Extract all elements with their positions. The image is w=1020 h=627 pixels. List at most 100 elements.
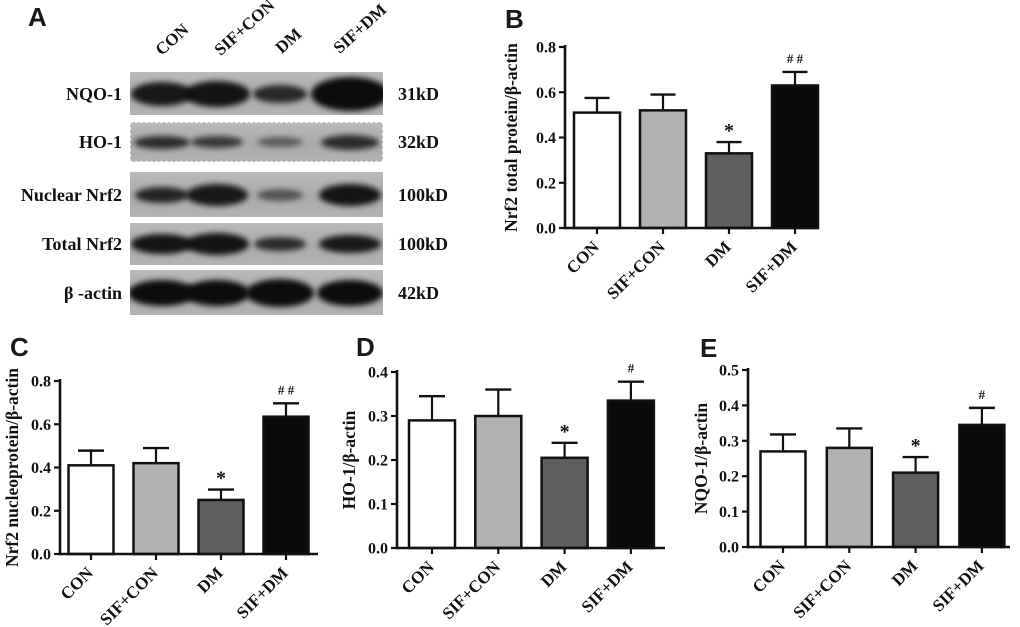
panel-label-a: A (28, 2, 47, 32)
blot-strip (130, 270, 383, 315)
significance-annotation: * (560, 421, 570, 443)
significance-annotation: # (628, 361, 635, 376)
western-blot-panel: A CON SIF+CON DM SIF+DM NQO-1 31kD HO-1 32kD Nuc… (0, 0, 460, 320)
y-tick-label: 0.0 (719, 540, 739, 557)
x-category-label: SIF+DM (742, 237, 801, 296)
y-tick-label: 0.4 (368, 365, 388, 382)
blot-strip (130, 72, 383, 115)
lane-label: SIF+CON (210, 0, 279, 60)
bar (132, 461, 180, 556)
y-tick-label: 0.2 (31, 503, 51, 520)
bar (958, 423, 1006, 549)
chart-canvas: * #0.0 0.1 0.2 0.3 0.4 CON SIF+CON DM SIF+DM HO-1/… (340, 361, 665, 623)
x-category-label: SIF+CON (789, 556, 855, 622)
y-tick-label: 0.3 (719, 433, 739, 450)
bar (540, 456, 589, 550)
bar (606, 399, 656, 550)
x-category-label: SIF+DM (233, 563, 292, 622)
x-category-label: CON (398, 557, 439, 598)
blot-band (185, 233, 249, 255)
blot-band (184, 279, 250, 306)
blot-band (311, 76, 383, 111)
y-tick-label: 0.6 (536, 85, 556, 102)
bar (407, 419, 457, 550)
protein-label: Nuclear Nrf2 (20, 184, 122, 205)
bar (759, 450, 807, 549)
y-tick-label: 0.0 (536, 221, 556, 238)
molecular-weight-label: 32kD (398, 132, 440, 152)
blot-band (191, 136, 243, 148)
bar (474, 414, 523, 550)
protein-label: Total Nrf2 (42, 234, 122, 254)
y-tick-label: 0.1 (368, 497, 388, 514)
y-tick-label: 0.3 (368, 409, 388, 426)
chart-canvas: * # # 0.0 0.2 0.4 0.6 0.8 CON SIF+CON DM SIF+DM Nrf… (501, 40, 820, 303)
bar (891, 471, 940, 549)
blot-band (184, 80, 250, 107)
blot-band (319, 183, 381, 206)
y-tick-label: 0.4 (536, 130, 556, 147)
bar (197, 498, 245, 556)
bar (572, 111, 622, 230)
lane-label: CON (151, 19, 193, 60)
bar (67, 464, 115, 556)
chart-canvas: * # # 0.0 0.2 0.4 0.6 0.8 CON SIF+CON DM SIF+DM Nrf… (2, 368, 318, 627)
bar (770, 84, 820, 230)
panel-label-b: B (505, 4, 524, 34)
significance-annotation: * (724, 120, 734, 142)
y-tick-label: 0.2 (368, 453, 388, 470)
bar-chart-nqo1: E * #0.0 0.1 0.2 0.3 0.4 0.5 CON SIF+CON DM SIF+DM… (680, 320, 1020, 627)
bar-chart-ho1: D * #0.0 0.1 0.2 0.3 0.4 CON SIF+CON DM SIF+DM HO-… (340, 320, 680, 627)
bar (638, 109, 688, 230)
significance-annotation: # # (787, 51, 804, 66)
panel-label-e: E (700, 333, 718, 363)
x-category-label: SIF+CON (438, 557, 504, 623)
blot-band (254, 237, 306, 251)
blot-band (317, 279, 383, 306)
significance-annotation: * (911, 435, 921, 457)
y-tick-label: 0.5 (719, 363, 739, 380)
y-tick-label: 0.8 (536, 40, 556, 57)
lane-label: SIF+DM (329, 0, 391, 58)
y-axis-title: Nrf2 nucleoprotein/β-actin (2, 368, 22, 567)
x-category-label: CON (57, 563, 98, 604)
molecular-weight-label: 100kD (398, 184, 449, 205)
x-category-label: DM (701, 237, 734, 270)
significance-annotation: # (979, 387, 986, 402)
bar (825, 446, 874, 549)
blot-band (319, 235, 381, 253)
y-tick-label: 0.2 (719, 469, 739, 486)
blot-strip (130, 172, 383, 217)
blot-band (253, 84, 307, 103)
blot-band (246, 278, 314, 307)
blot-band (186, 183, 248, 206)
blot-strip (130, 122, 383, 162)
molecular-weight-label: 31kD (398, 83, 440, 104)
x-category-label: CON (749, 556, 790, 597)
x-category-label: SIF+CON (96, 563, 162, 627)
y-tick-label: 0.0 (368, 541, 388, 558)
protein-label: HO-1 (79, 132, 122, 152)
bar-chart-nrf2-total: B * # # 0.0 0.2 0.4 0.6 0.8 CON SIF+CON DM SIF+DM N… (460, 0, 1020, 320)
x-category-label: SIF+DM (929, 556, 988, 615)
panel-label-d: D (356, 332, 375, 362)
y-tick-label: 0.4 (719, 398, 739, 415)
blot-band (134, 135, 190, 149)
y-tick-label: 0.2 (536, 175, 556, 192)
x-category-label: SIF+DM (578, 557, 637, 616)
lane-label: DM (271, 24, 306, 58)
y-tick-label: 0.1 (719, 504, 739, 521)
x-category-label: DM (888, 556, 921, 589)
molecular-weight-label: 100kD (398, 234, 449, 254)
x-category-label: CON (563, 237, 604, 278)
significance-annotation: # # (278, 382, 295, 397)
y-axis-title: HO-1/β-actin (340, 410, 359, 509)
panel-label-c: C (10, 332, 29, 362)
y-tick-label: 0.4 (31, 460, 51, 477)
blot-strip (130, 223, 383, 265)
x-category-label: SIF+CON (603, 237, 669, 303)
blot-band (257, 188, 303, 201)
bar (704, 152, 754, 230)
blot-band (131, 234, 193, 254)
